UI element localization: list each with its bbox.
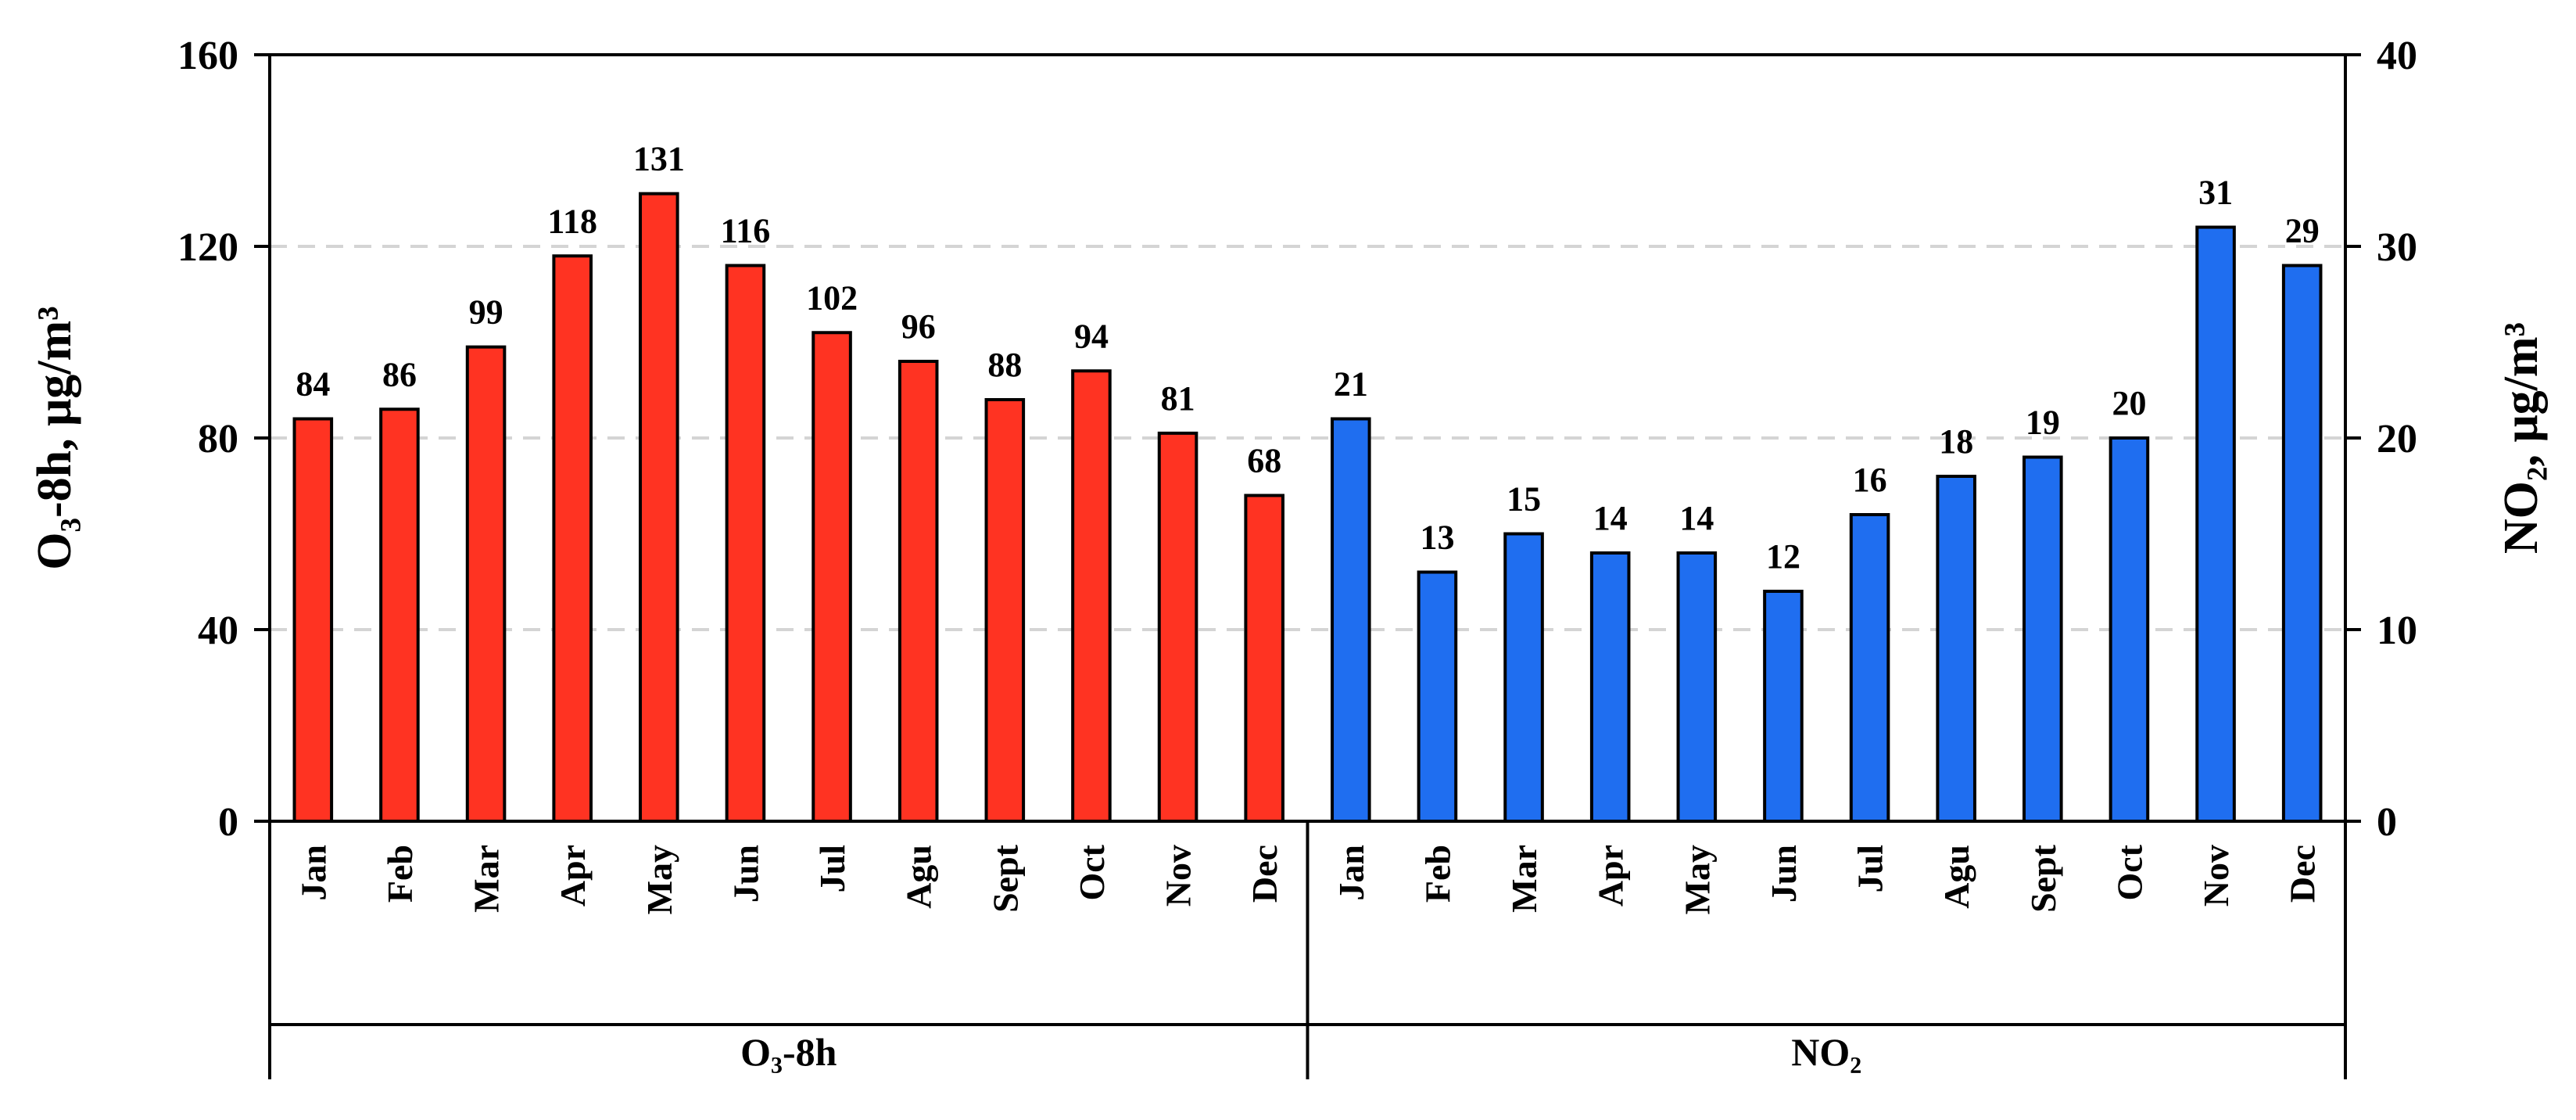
left-tick-label: 120 [177,225,238,270]
data-label: 18 [1939,422,1973,461]
bar [552,254,593,823]
bar [639,192,679,823]
data-label: 12 [1766,537,1800,576]
data-label: 81 [1161,379,1195,418]
category-label: Agu [1936,845,1976,909]
bar [1589,551,1631,823]
category-label: Feb [380,845,420,903]
bar [2022,455,2063,823]
data-label: 131 [633,140,685,178]
bar [1676,551,1718,823]
bar [379,407,420,823]
category-label: Jan [1331,845,1371,901]
data-label: 13 [1420,519,1454,557]
category-label: Nov [2196,845,2236,906]
data-label: 102 [806,278,858,317]
category-label: Jul [812,845,852,892]
category-label: Dec [2283,845,2323,903]
data-label: 16 [1853,461,1887,499]
data-label: 15 [1507,480,1541,519]
category-label: Dec [1245,845,1284,903]
category-labels: Jan Feb Mar Apr May Jun Jul Agu Sept Oct Nov Dec Jan… [293,844,2322,914]
bar [2195,225,2236,823]
bar [1331,417,1371,823]
category-label: Oct [1072,844,1112,900]
data-label: 84 [296,365,330,404]
category-label: Nov [1159,845,1198,906]
category-label: Apr [553,845,593,906]
bar [2108,436,2150,823]
data-label: 86 [382,355,417,393]
category-label: Apr [1591,845,1631,906]
category-label: Jul [1850,845,1890,892]
data-label: 21 [1334,365,1368,404]
axes: 0 40 80 120 160 0 10 20 30 40 [177,34,2417,845]
data-label: 29 [2285,212,2320,250]
bar [811,331,852,823]
bar [465,345,507,823]
bar [1936,475,1976,823]
data-label: 68 [1247,442,1281,480]
left-tick-label: 160 [177,34,238,78]
category-label: Jun [726,845,765,903]
category-label: Oct [2109,844,2149,900]
data-label: 118 [547,202,597,240]
right-tick-label: 0 [2377,800,2397,845]
right-tick-label: 20 [2377,417,2417,461]
bar [1849,513,1890,823]
category-label: Mar [467,845,507,913]
data-label: 116 [721,212,771,250]
data-label: 14 [1593,499,1628,537]
right-tick-label: 10 [2377,608,2417,653]
left-axis-title: O₃-8h, μg/m³ [28,306,81,570]
category-label: May [1677,845,1717,914]
category-label: Feb [1417,845,1457,903]
bar [725,264,766,823]
data-label: 99 [469,293,503,332]
category-label: Sept [985,844,1025,913]
bar [2281,264,2323,823]
data-label: 14 [1679,499,1714,537]
data-label: 94 [1074,317,1109,355]
data-label: 20 [2112,384,2146,422]
category-label: Jun [1764,845,1804,903]
left-tick-label: 0 [218,800,238,845]
bar [1417,570,1458,823]
group-label-o3: O₃-8h [740,1030,837,1074]
bar [897,360,939,823]
category-label: May [640,845,679,914]
right-tick-label: 40 [2377,34,2417,78]
gridlines [270,245,2345,631]
group-label-no2: NO₂ [1791,1030,1861,1074]
data-labels: 84 86 99 118 131 116 102 96 88 94 81 68 21 13 15 14 14 12… [296,140,2319,576]
plot-frame [268,53,2347,1079]
bar [292,417,334,823]
bar [1071,369,1112,823]
data-label: 31 [2198,174,2233,212]
right-axis-title: NO₂, μg/m³ [2495,322,2548,554]
category-label: Sept [2023,844,2063,913]
bars [292,192,2323,823]
category-label: Mar [1504,845,1544,913]
bar [1157,431,1198,823]
bar [1244,494,1284,823]
category-label: Agu [899,845,939,909]
right-tick-label: 30 [2377,225,2417,270]
left-tick-label: 80 [198,417,238,461]
left-tick-label: 40 [198,608,238,653]
category-label: Jan [293,845,333,901]
bar [1763,590,1804,823]
bar [1503,532,1544,823]
data-label: 88 [987,346,1022,384]
data-label: 19 [2026,404,2060,442]
bar [984,398,1026,823]
data-label: 96 [901,307,936,346]
